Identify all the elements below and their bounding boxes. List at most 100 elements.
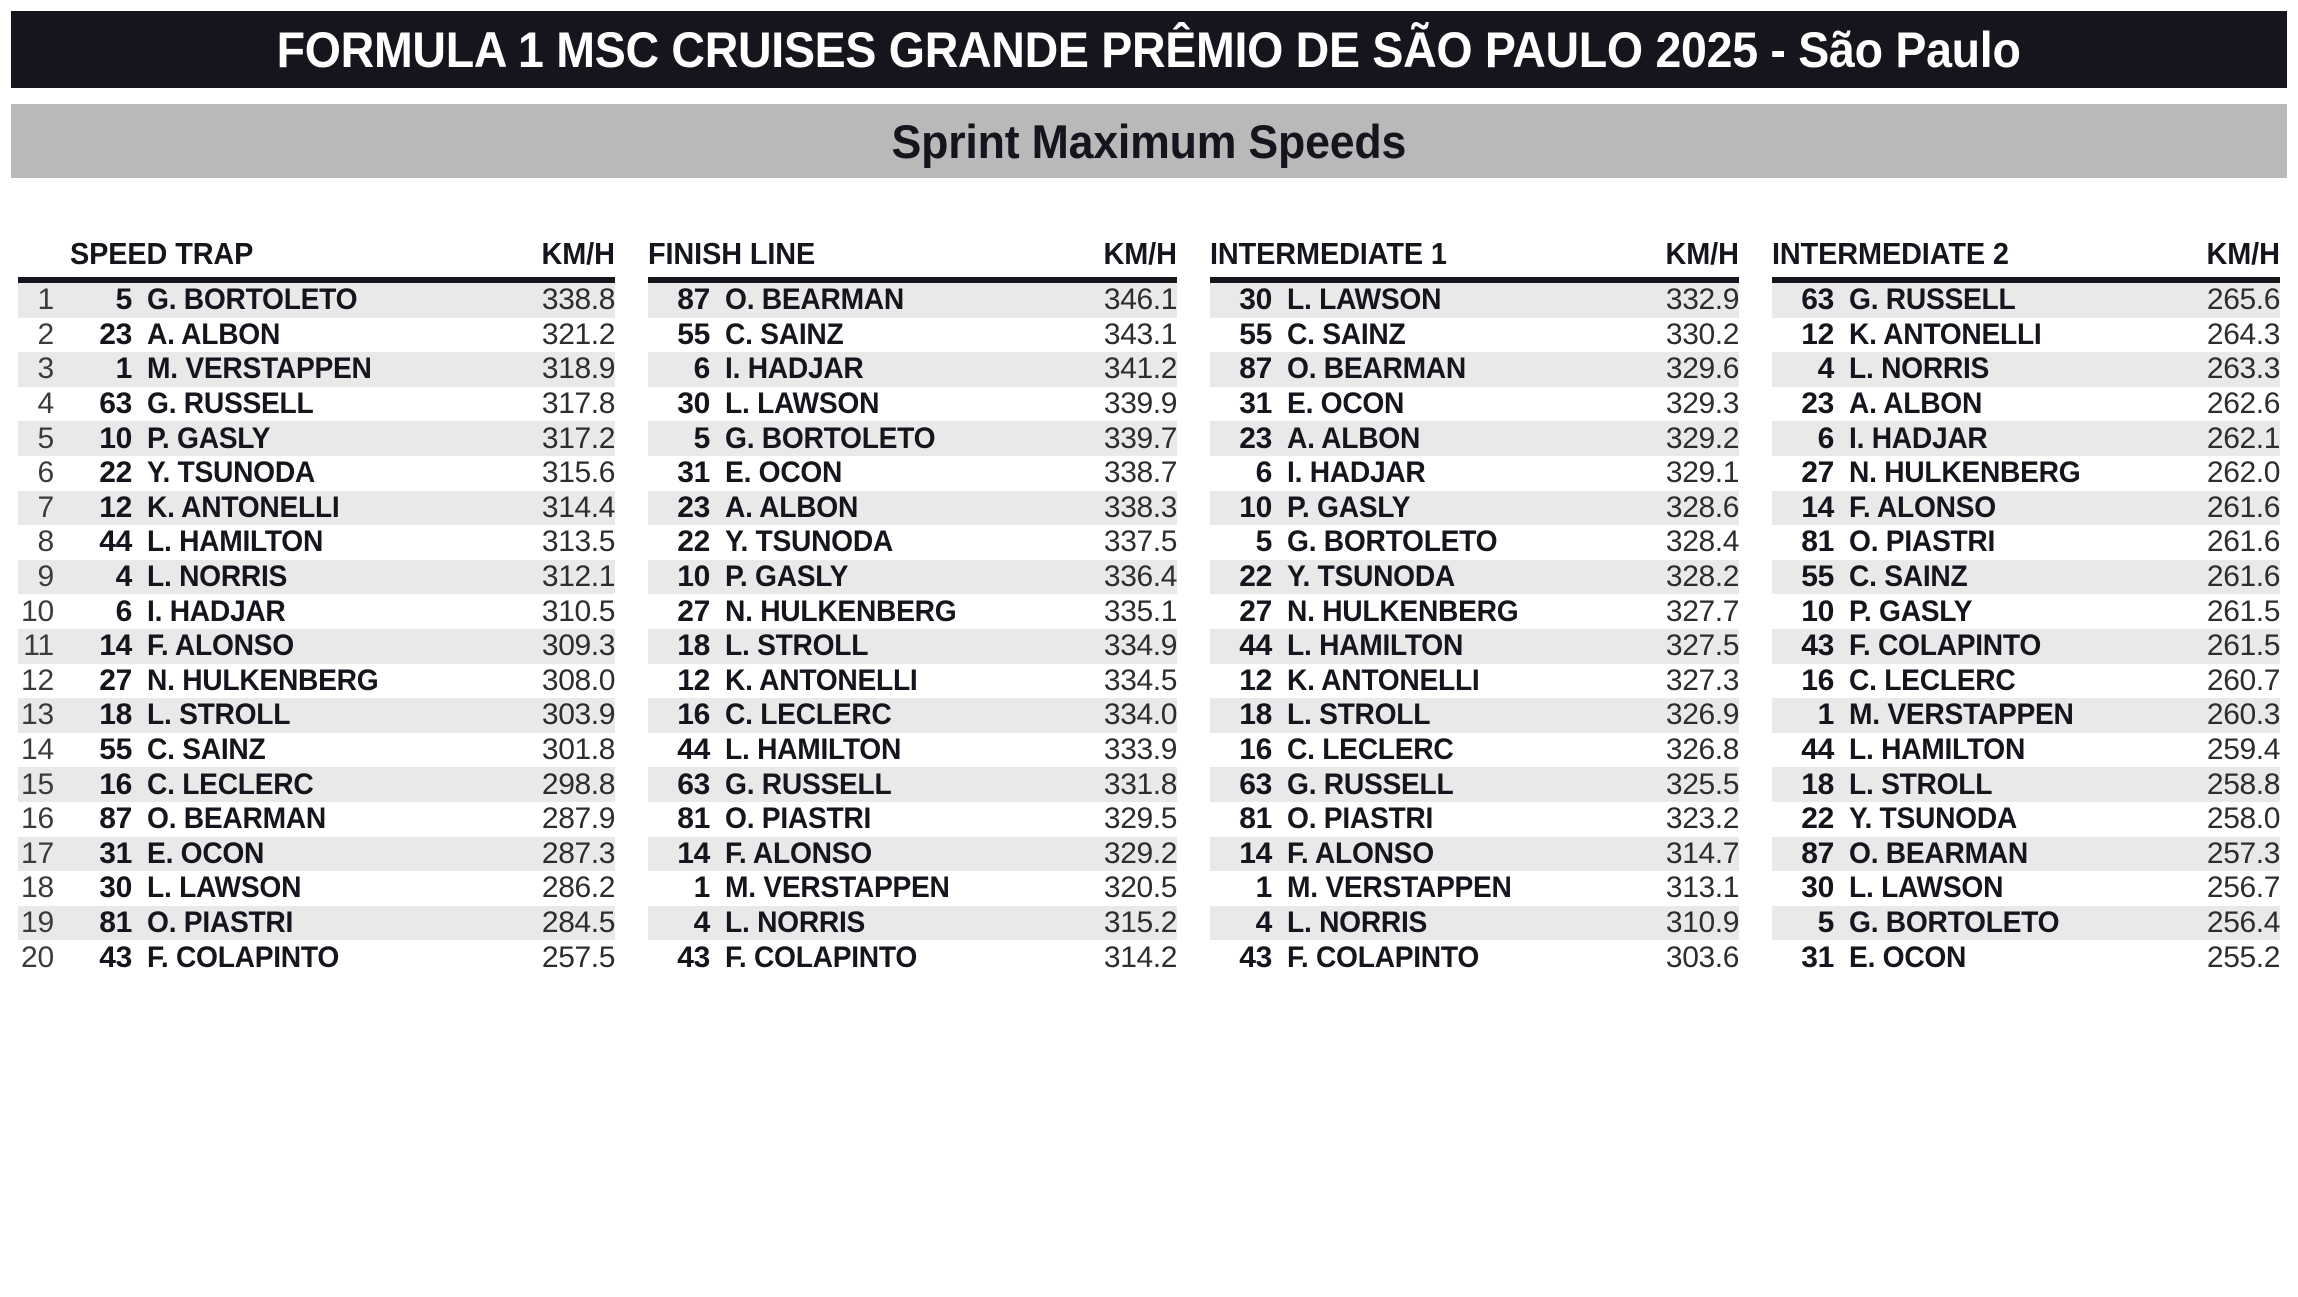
rank-cell: 7 xyxy=(37,490,55,524)
event-title-bar: FORMULA 1 MSC CRUISES GRANDE PRÊMIO DE S… xyxy=(11,11,2287,88)
car-number-cell: 18 xyxy=(1801,767,1834,801)
speed-value-cell: 328.6 xyxy=(1665,490,1739,524)
speed-value-cell: 323.2 xyxy=(1665,802,1739,836)
speed-value-cell: 331.8 xyxy=(1103,767,1177,801)
driver-name-cell: L. STROLL xyxy=(1287,698,1431,732)
table-row: 20 43 F. COLAPINTO 257.5 xyxy=(18,940,615,975)
driver-name-cell: L. NORRIS xyxy=(725,905,866,939)
speed-value-cell: 327.7 xyxy=(1665,594,1739,628)
car-number-cell: 87 xyxy=(99,802,132,836)
car-number-cell: 27 xyxy=(99,663,132,697)
speed-value-cell: 325.5 xyxy=(1665,767,1739,801)
rank-cell: 8 xyxy=(37,525,55,559)
speed-value-cell: 287.9 xyxy=(541,802,615,836)
speed-value-cell: 339.7 xyxy=(1103,421,1177,455)
rank-cell: 18 xyxy=(21,871,54,905)
driver-name-cell: L. STROLL xyxy=(725,629,869,663)
driver-name-cell: K. ANTONELLI xyxy=(147,490,340,524)
speed-table-intermediate-2: INTERMEDIATE 2KM/H163G. RUSSELL265.6212K… xyxy=(1772,228,2298,975)
speed-value-cell: 262.1 xyxy=(2206,421,2280,455)
speed-value-cell: 327.5 xyxy=(1665,629,1739,663)
speed-value-cell: 317.2 xyxy=(541,421,615,455)
driver-name-cell: F. ALONSO xyxy=(1849,490,1996,524)
car-number-cell: 4 xyxy=(1817,352,1835,386)
speed-value-cell: 261.6 xyxy=(2206,525,2280,559)
table-row: 16 87 O. BEARMAN 287.9 xyxy=(18,801,615,837)
speed-value-cell: 313.5 xyxy=(541,525,615,559)
speed-value-cell: 257.5 xyxy=(541,940,615,974)
car-number-cell: 10 xyxy=(1801,594,1834,628)
car-number-cell: 23 xyxy=(1239,421,1272,455)
column-header-label: SPEED TRAP xyxy=(70,236,254,271)
column-header-label: FINISH LINE xyxy=(648,236,816,271)
driver-name-cell: K. ANTONELLI xyxy=(1287,663,1480,697)
speed-value-cell: 314.7 xyxy=(1665,836,1739,870)
speed-value-cell: 260.7 xyxy=(2206,663,2280,697)
table-row: 8 44 L. HAMILTON 313.5 xyxy=(18,525,615,560)
speed-value-cell: 263.3 xyxy=(2206,352,2280,386)
driver-name-cell: E. OCON xyxy=(725,456,843,490)
rank-cell: 19 xyxy=(21,905,54,939)
driver-name-cell: P. GASLY xyxy=(1287,490,1411,524)
table-row: 4 63 G. RUSSELL 317.8 xyxy=(18,386,615,422)
rank-cell: 5 xyxy=(37,421,55,455)
rank-cell: 14 xyxy=(21,733,54,767)
rank-cell: 17 xyxy=(21,836,54,870)
driver-name-cell: L. NORRIS xyxy=(147,560,288,594)
car-number-cell: 44 xyxy=(677,733,710,767)
rank-cell: 3 xyxy=(37,352,55,386)
car-number-cell: 16 xyxy=(99,767,132,801)
speed-value-cell: 339.9 xyxy=(1103,387,1177,421)
column-header-unit: KM/H xyxy=(1103,236,1177,271)
car-number-cell: 31 xyxy=(1801,940,1834,974)
speed-value-cell: 336.4 xyxy=(1103,560,1177,594)
speed-value-cell: 259.4 xyxy=(2206,733,2280,767)
driver-name-cell: L. HAMILTON xyxy=(725,733,902,767)
car-number-cell: 18 xyxy=(1239,698,1272,732)
driver-name-cell: Y. TSUNODA xyxy=(725,525,894,559)
car-number-cell: 55 xyxy=(1801,560,1834,594)
speed-value-cell: 309.3 xyxy=(541,629,615,663)
speed-value-cell: 310.9 xyxy=(1665,905,1739,939)
table-row: 17 31 E. OCON 287.3 xyxy=(18,836,615,872)
event-title: FORMULA 1 MSC CRUISES GRANDE PRÊMIO DE S… xyxy=(277,21,2021,78)
car-number-cell: 16 xyxy=(677,698,710,732)
driver-name-cell: A. ALBON xyxy=(147,317,281,351)
driver-name-cell: O. BEARMAN xyxy=(1287,352,1466,386)
car-number-cell: 6 xyxy=(693,352,711,386)
speed-value-cell: 329.1 xyxy=(1665,456,1739,490)
table-row: 14 55 C. SAINZ 301.8 xyxy=(18,732,615,768)
car-number-cell: 4 xyxy=(115,560,133,594)
car-number-cell: 22 xyxy=(99,456,132,490)
driver-name-cell: O. PIASTRI xyxy=(147,905,294,939)
speed-value-cell: 333.9 xyxy=(1103,733,1177,767)
speed-value-cell: 329.3 xyxy=(1665,387,1739,421)
car-number-cell: 12 xyxy=(677,663,710,697)
driver-name-cell: M. VERSTAPPEN xyxy=(147,352,372,386)
car-number-cell: 1 xyxy=(1255,871,1273,905)
rank-cell: 10 xyxy=(21,594,54,628)
rank-cell: 16 xyxy=(21,802,54,836)
driver-name-cell: L. STROLL xyxy=(1849,767,1993,801)
speed-table-speed-trap: SPEED TRAP KM/H 1 5 G. BORTOLETO 338.8 2 23 A. A… xyxy=(0,228,648,975)
column-header-row: INTERMEDIATE 1 KM/H xyxy=(1210,228,1739,274)
speed-value-cell: 328.4 xyxy=(1665,525,1739,559)
car-number-cell: 63 xyxy=(99,387,132,421)
speed-value-cell: 330.2 xyxy=(1665,317,1739,351)
